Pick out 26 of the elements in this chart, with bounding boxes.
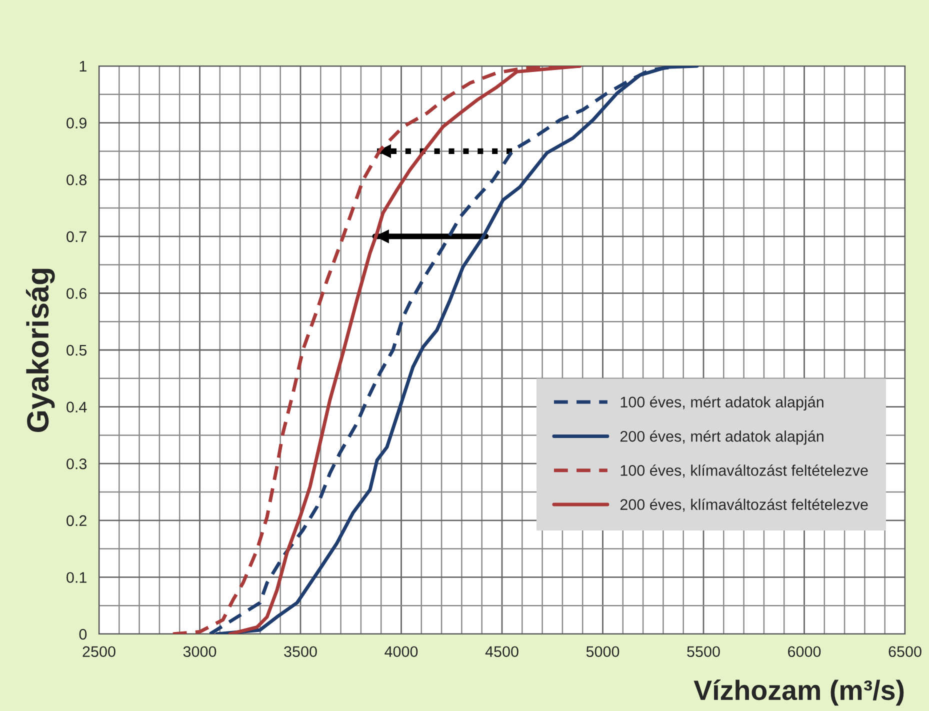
y-tick-label: 0.2 bbox=[66, 515, 86, 526]
x-tick-label: 5000 bbox=[586, 646, 620, 658]
y-tick-label: 0.9 bbox=[66, 118, 86, 128]
legend-label: 100 éves, klímaváltozást feltételezve bbox=[620, 464, 868, 478]
y-tick-label: 0.8 bbox=[66, 174, 87, 186]
y-tick-label: 0.7 bbox=[66, 231, 86, 242]
x-tick-label: 4000 bbox=[384, 646, 418, 658]
y-axis-title: Gyakoriság bbox=[26, 268, 55, 432]
x-tick-label: 5500 bbox=[687, 646, 720, 658]
x-tick-label: 4500 bbox=[485, 646, 518, 658]
x-axis-title: Vízhozam (m³/s) bbox=[694, 679, 904, 706]
y-tick-label: 0.3 bbox=[66, 458, 87, 470]
legend-label: 100 éves, mért adatok alapján bbox=[620, 396, 824, 411]
y-tick-label: 0 bbox=[79, 628, 87, 640]
y-tick-label: 0.5 bbox=[66, 344, 87, 356]
x-tick-label: 6500 bbox=[888, 646, 922, 658]
x-tick-label: 3500 bbox=[284, 646, 317, 658]
y-tick-label: 0.6 bbox=[66, 288, 87, 299]
legend-label: 200 éves, mért adatok alapján bbox=[620, 430, 824, 445]
y-tick-label: 0.4 bbox=[66, 402, 87, 412]
y-tick-label: 0.1 bbox=[66, 572, 86, 583]
x-tick-label: 3000 bbox=[183, 646, 216, 658]
legend-label: 200 éves, klímaváltozást feltételezve bbox=[620, 498, 868, 512]
y-tick-label: 1 bbox=[80, 61, 86, 72]
x-tick-label: 6000 bbox=[788, 646, 821, 658]
x-tick-label: 2500 bbox=[82, 646, 116, 658]
